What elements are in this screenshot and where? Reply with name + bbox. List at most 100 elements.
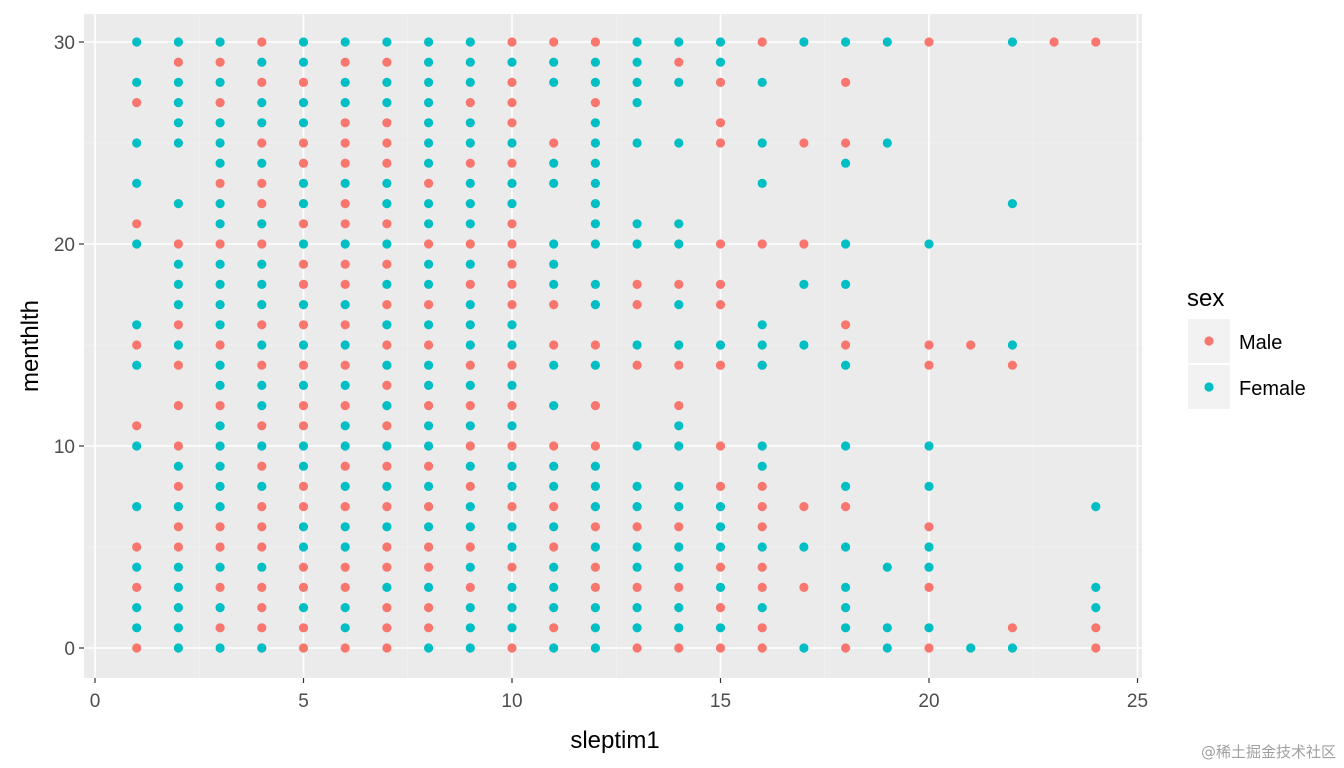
point-male	[424, 542, 434, 552]
point-female	[382, 178, 392, 188]
point-female	[257, 259, 267, 269]
point-female	[382, 98, 392, 108]
point-female	[841, 158, 851, 168]
point-male	[424, 178, 434, 188]
point-female	[549, 643, 559, 653]
point-male	[132, 219, 142, 229]
point-male	[382, 118, 392, 128]
point-female	[340, 300, 350, 310]
point-female	[132, 502, 142, 512]
point-male	[298, 279, 309, 289]
point-female	[382, 522, 392, 532]
point-female	[215, 481, 225, 491]
point-male	[549, 542, 559, 552]
point-female	[1091, 582, 1101, 593]
point-female	[173, 199, 183, 209]
point-male	[590, 441, 601, 451]
point-female	[424, 279, 434, 289]
point-male	[215, 542, 225, 552]
point-female	[632, 542, 642, 552]
point-male	[173, 441, 183, 451]
point-female	[674, 421, 684, 431]
point-male	[465, 582, 475, 593]
point-male	[549, 138, 559, 148]
point-female	[590, 461, 601, 471]
point-male	[841, 138, 851, 148]
x-tick-label: 25	[1127, 691, 1148, 712]
point-female	[257, 300, 267, 310]
point-male	[215, 340, 225, 350]
point-female	[674, 441, 684, 451]
point-female	[632, 239, 642, 249]
point-female	[549, 461, 559, 471]
point-female	[215, 380, 225, 390]
point-female	[465, 57, 475, 67]
point-female	[173, 259, 183, 269]
point-female	[632, 77, 642, 87]
point-male	[674, 57, 684, 67]
point-female	[674, 542, 684, 552]
point-male	[757, 643, 767, 653]
point-male	[424, 340, 434, 350]
point-male	[340, 562, 350, 572]
point-male	[841, 502, 851, 512]
point-male	[215, 522, 225, 532]
y-tick-label: 0	[64, 639, 75, 660]
point-female	[382, 279, 392, 289]
point-female	[799, 37, 809, 47]
point-female	[173, 138, 183, 148]
point-female	[590, 481, 601, 491]
point-male	[674, 522, 684, 532]
point-female	[173, 461, 183, 471]
point-male	[799, 239, 809, 249]
point-female	[507, 178, 517, 188]
point-female	[549, 603, 559, 613]
point-female	[298, 441, 309, 451]
point-female	[298, 300, 309, 310]
point-female	[424, 57, 434, 67]
point-female	[340, 481, 350, 491]
point-female	[382, 37, 392, 47]
point-male	[590, 522, 601, 532]
point-female	[424, 582, 434, 593]
point-male	[298, 421, 309, 431]
point-female	[465, 603, 475, 613]
point-male	[1091, 37, 1101, 47]
point-female	[841, 360, 851, 370]
point-female	[465, 77, 475, 87]
point-male	[340, 582, 350, 593]
point-female	[173, 118, 183, 128]
point-female	[173, 623, 183, 633]
point-female	[715, 542, 726, 552]
point-male	[382, 461, 392, 471]
point-female	[465, 643, 475, 653]
point-male	[382, 340, 392, 350]
point-male	[632, 643, 642, 653]
point-male	[715, 239, 726, 249]
point-male	[298, 77, 309, 87]
point-male	[715, 643, 726, 653]
point-male	[507, 502, 517, 512]
point-female	[507, 380, 517, 390]
point-female	[382, 77, 392, 87]
point-male	[674, 582, 684, 593]
point-male	[257, 603, 267, 613]
point-male	[632, 300, 642, 310]
point-male	[382, 380, 392, 390]
point-female	[465, 461, 475, 471]
point-female	[424, 481, 434, 491]
point-male	[549, 502, 559, 512]
point-female	[632, 219, 642, 229]
point-female	[757, 320, 767, 330]
data-points	[132, 37, 1101, 653]
point-female	[173, 98, 183, 108]
point-male	[715, 279, 726, 289]
point-male	[132, 340, 142, 350]
point-female	[674, 300, 684, 310]
point-male	[507, 441, 517, 451]
point-female	[882, 37, 892, 47]
point-female	[841, 239, 851, 249]
point-female	[590, 603, 601, 613]
point-female	[132, 603, 142, 613]
point-male	[215, 239, 225, 249]
